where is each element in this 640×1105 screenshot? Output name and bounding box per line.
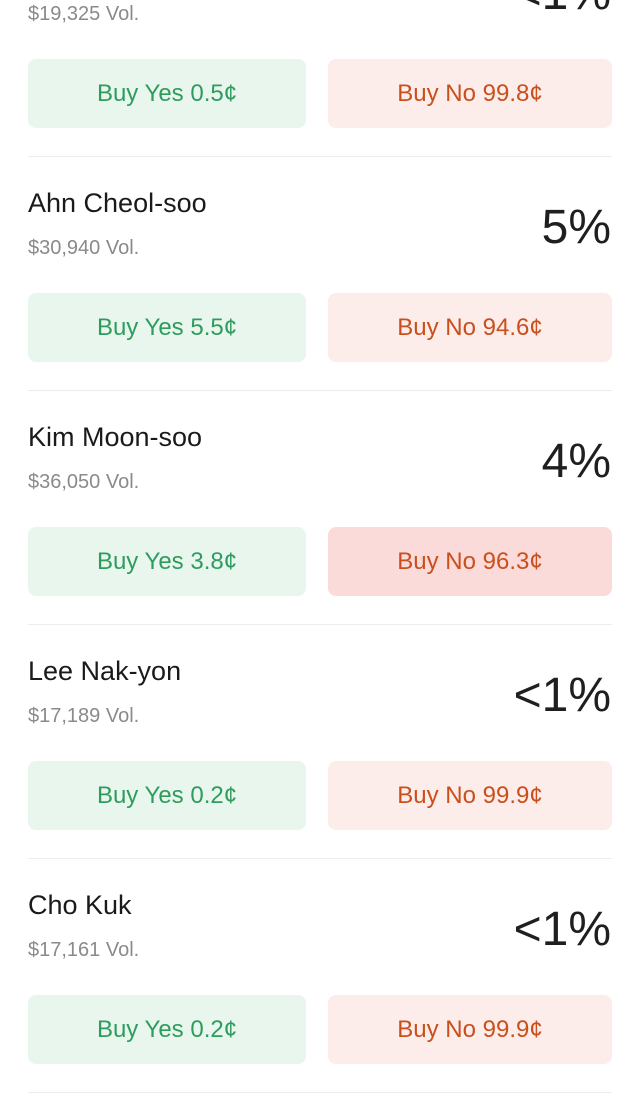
buy-no-button[interactable]: Buy No 99.9¢: [328, 995, 612, 1064]
candidate-name: Lee Nak-yon: [28, 656, 182, 686]
buy-no-button[interactable]: Buy No 94.6¢: [328, 293, 612, 362]
buy-yes-button[interactable]: Buy Yes 5.5¢: [28, 293, 306, 362]
buy-yes-button[interactable]: Buy Yes 0.5¢: [28, 59, 306, 128]
buy-no-button[interactable]: Buy No 99.8¢: [328, 59, 612, 128]
outcome-row[interactable]: Kim Moon-soo $36,050 Vol. 4% Buy Yes 3.8…: [0, 391, 640, 625]
outcome-row[interactable]: $19,325 Vol. <1% Buy Yes 0.5¢ Buy No 99.…: [0, 0, 640, 157]
outcome-row[interactable]: Cho Kuk $17,161 Vol. <1% Buy Yes 0.2¢ Bu…: [0, 859, 640, 1093]
divider: [28, 624, 612, 625]
volume-label: $36,050 Vol.: [28, 471, 140, 493]
outcome-row[interactable]: Lee Nak-yon $17,189 Vol. <1% Buy Yes 0.2…: [0, 625, 640, 859]
volume-label: $17,189 Vol.: [28, 705, 140, 727]
buy-no-button[interactable]: Buy No 96.3¢: [328, 527, 612, 596]
buy-yes-button[interactable]: Buy Yes 3.8¢: [28, 527, 306, 596]
divider: [28, 156, 612, 157]
buy-yes-button[interactable]: Buy Yes 0.2¢: [28, 995, 306, 1064]
candidate-name: Cho Kuk: [28, 890, 132, 920]
probability-percent: <1%: [513, 903, 611, 956]
volume-label: $19,325 Vol.: [28, 3, 140, 25]
candidate-name: Kim Moon-soo: [28, 422, 203, 452]
probability-percent: <1%: [514, 0, 611, 21]
divider: [28, 390, 612, 391]
probability-percent: 4%: [541, 435, 611, 488]
buy-no-button[interactable]: Buy No 99.9¢: [328, 761, 612, 830]
probability-percent: 5%: [541, 201, 611, 254]
divider: [28, 858, 612, 859]
volume-label: $17,161 Vol.: [28, 939, 140, 961]
probability-percent: <1%: [513, 669, 611, 722]
outcome-row[interactable]: Ahn Cheol-soo $30,940 Vol. 5% Buy Yes 5.…: [0, 157, 640, 391]
candidate-name: Ahn Cheol-soo: [28, 188, 207, 218]
volume-label: $30,940 Vol.: [28, 237, 140, 259]
buy-yes-button[interactable]: Buy Yes 0.2¢: [28, 761, 306, 830]
divider: [28, 1092, 612, 1093]
